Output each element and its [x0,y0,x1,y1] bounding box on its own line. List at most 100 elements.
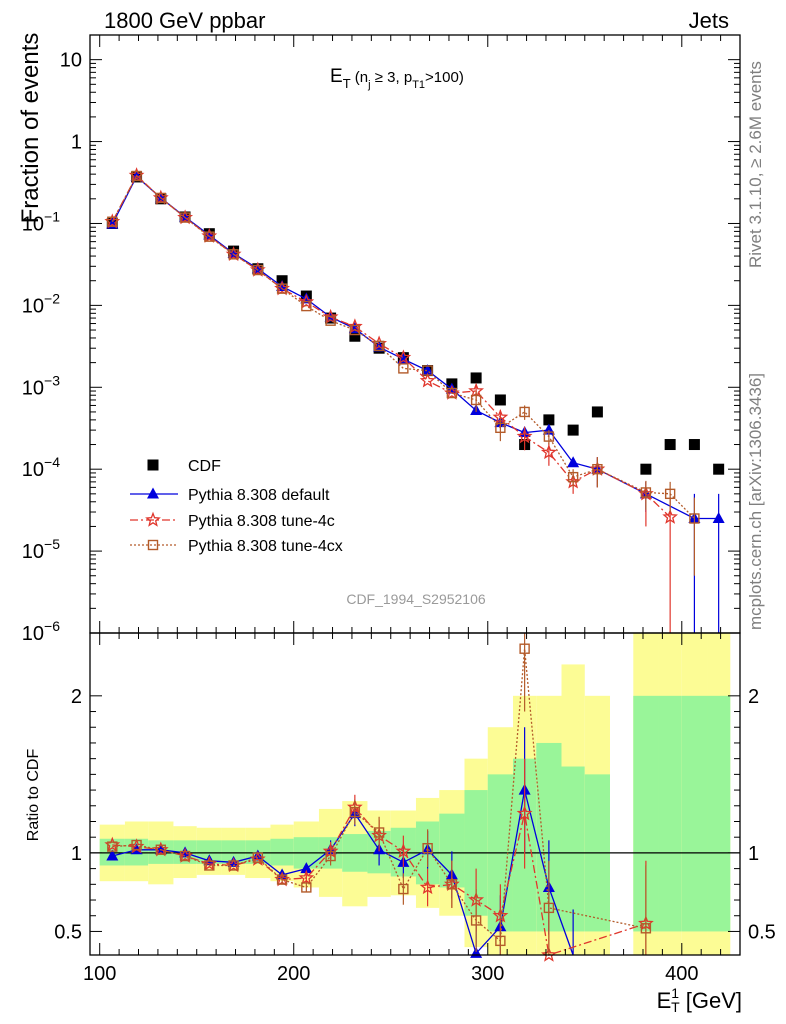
y-tick-label: 10−3 [22,372,60,399]
pythia-8-308-tune-4cx-point [446,387,458,399]
legend-label: Pythia 8.308 default [188,487,330,504]
band-inner [561,766,585,932]
pythia-8-308-default-point [712,511,725,523]
cdf-point [494,394,506,406]
pythia-8-308-tune-4cx-point [131,170,142,182]
pythia-8-308-tune-4cx-point [470,394,482,406]
pythia-8-308-tune-4cx-ratio-point [373,827,385,838]
pythia-8-308-tune-4cx-point [664,488,676,500]
pythia-8-308-tune-4cx-point [155,192,167,204]
pythia-8-308-tune-4cx-point [228,249,239,260]
pythia-8-308-tune-4cx-ratio-point [325,850,336,862]
ratio-y-tick-label: 2 [71,686,82,708]
pythia-8-308-tune-4cx-ratio-point [107,841,118,852]
pythia-8-308-tune-4cx-ratio-point [349,806,361,818]
cdf-point [688,439,700,451]
cdf-point [640,463,652,475]
main-y-axis-title: Fraction of events [17,33,44,224]
y-tick-label: 10−1 [22,208,60,235]
ratio-y-tick-label: 0.5 [54,921,82,943]
pythia-8-308-tune-4cx-point [107,216,118,227]
mcplots-label: mcplots.cern.ch [arXiv:1306.3436] [746,373,765,630]
pythia-8-308-tune-4c-point [395,349,412,365]
pythia-8-308-tune-4cx-point [276,283,288,294]
legend-label: Pythia 8.308 tune-4c [188,513,335,530]
pythia-8-308-tune-4cx-ratio-point [543,902,555,914]
pythia-8-308-tune-4cx-ratio-point [252,852,264,863]
pythia-8-308-tune-4cx-point [543,431,555,442]
band-inner [658,695,682,932]
pythia-8-308-tune-4c-point [662,508,678,524]
band-inner [707,695,731,932]
pythia-8-308-tune-4c-ratio-point [395,842,412,859]
pythia-8-308-tune-4cx-point [689,513,700,524]
pythia-8-308-tune-4cx-ratio-point [179,850,191,862]
band-inner [681,695,708,932]
pythia-8-308-tune-4c-point [516,428,533,444]
pythia-8-308-tune-4c-point [298,293,315,309]
band-inner [221,840,246,864]
pythia-8-308-tune-4cx-point [567,471,579,483]
pythia-8-308-tune-4c-ratio-point [541,946,557,962]
pythia-8-308-tune-4cx-point [179,212,191,223]
header-left: 1800 GeV ppbar [104,8,265,33]
pythia-8-308-tune-4cx-point [325,315,336,326]
x-tick-label: 400 [665,963,698,985]
legend-marker [147,487,159,499]
pythia-8-308-tune-4cx-ratio-point [398,883,409,895]
ratio-y-tick-label-right: 2 [748,686,759,708]
pythia-8-308-tune-4cx-point [398,363,409,374]
y-tick-label: 10−4 [22,454,60,481]
pythia-8-308-tune-4c-point [419,372,436,388]
ratio-y-axis-title: Ratio to CDF [25,749,42,842]
pythia-8-308-tune-4cx-ratio-point [640,923,652,934]
rivet-label: Rivet 3.1.10, ≥ 2.6M events [746,61,765,268]
legend-label: CDF [188,458,221,475]
pythia-8-308-tune-4cx-point [592,463,603,475]
pythia-8-308-tune-4cx-point [519,406,530,418]
x-tick-label: 300 [471,963,504,985]
pythia-8-308-tune-4cx-ratio-point [470,915,482,926]
pythia-8-308-tune-4cx-point [204,231,215,242]
pythia-8-308-tune-4cx-point [373,340,385,352]
pythia-8-308-tune-4c-point [540,444,557,460]
legend-marker [147,539,159,551]
pythia-8-308-tune-4cx-ratio-point [446,879,458,890]
band-inner [196,840,222,864]
pythia-8-308-default-point [276,279,289,291]
ratio-y-tick-label: 1 [71,843,82,865]
y-tick-label: 10−2 [22,290,60,317]
pythia-8-308-tune-4cx-point [640,487,652,498]
pythia-8-308-default-point [567,456,580,468]
pythia-8-308-tune-4cx-ratio-point [228,860,239,871]
pythia-8-308-tune-4cx-ratio-point [422,842,433,854]
cdf-point [470,372,482,384]
cdf-point [543,414,555,426]
pythia-8-308-default-point [421,364,434,376]
ratio-y-tick-label-right: 1 [748,843,759,865]
pythia-8-308-tune-4cx-point [422,365,433,376]
pythia-8-308-tune-4c-point [346,318,363,334]
ratio-frame [89,632,741,956]
pythia-8-308-tune-4cx-ratio-point [276,874,288,885]
pythia-8-308-tune-4cx-ratio-point [204,860,215,871]
cdf-point [591,406,603,418]
pythia-8-308-tune-4cx-ratio-point [495,935,506,947]
pythia-8-308-tune-4cx-ratio-point [131,839,142,851]
pythia-8-308-tune-4cx-point [495,422,506,434]
pythia-8-308-tune-4cx-point [301,300,312,312]
plot-title: ET (nj ≥ 3, pT1>100) [330,66,464,91]
pythia-8-308-tune-4cx-point [252,264,264,276]
y-tick-label: 10 [60,50,82,72]
pythia-8-308-tune-4cx-ratio-point [301,882,312,893]
header-right: Jets [689,8,729,33]
pythia-8-308-tune-4c-ratio-point [298,869,315,885]
pythia-8-308-tune-4c-point [322,308,339,324]
legend-marker [147,459,159,471]
y-tick-label: 1 [71,132,82,154]
pythia-8-308-tune-4cx-ratio-point [519,643,530,654]
cdf-point [349,330,361,342]
cdf-point [567,424,579,436]
watermark: CDF_1994_S2952106 [346,591,486,607]
